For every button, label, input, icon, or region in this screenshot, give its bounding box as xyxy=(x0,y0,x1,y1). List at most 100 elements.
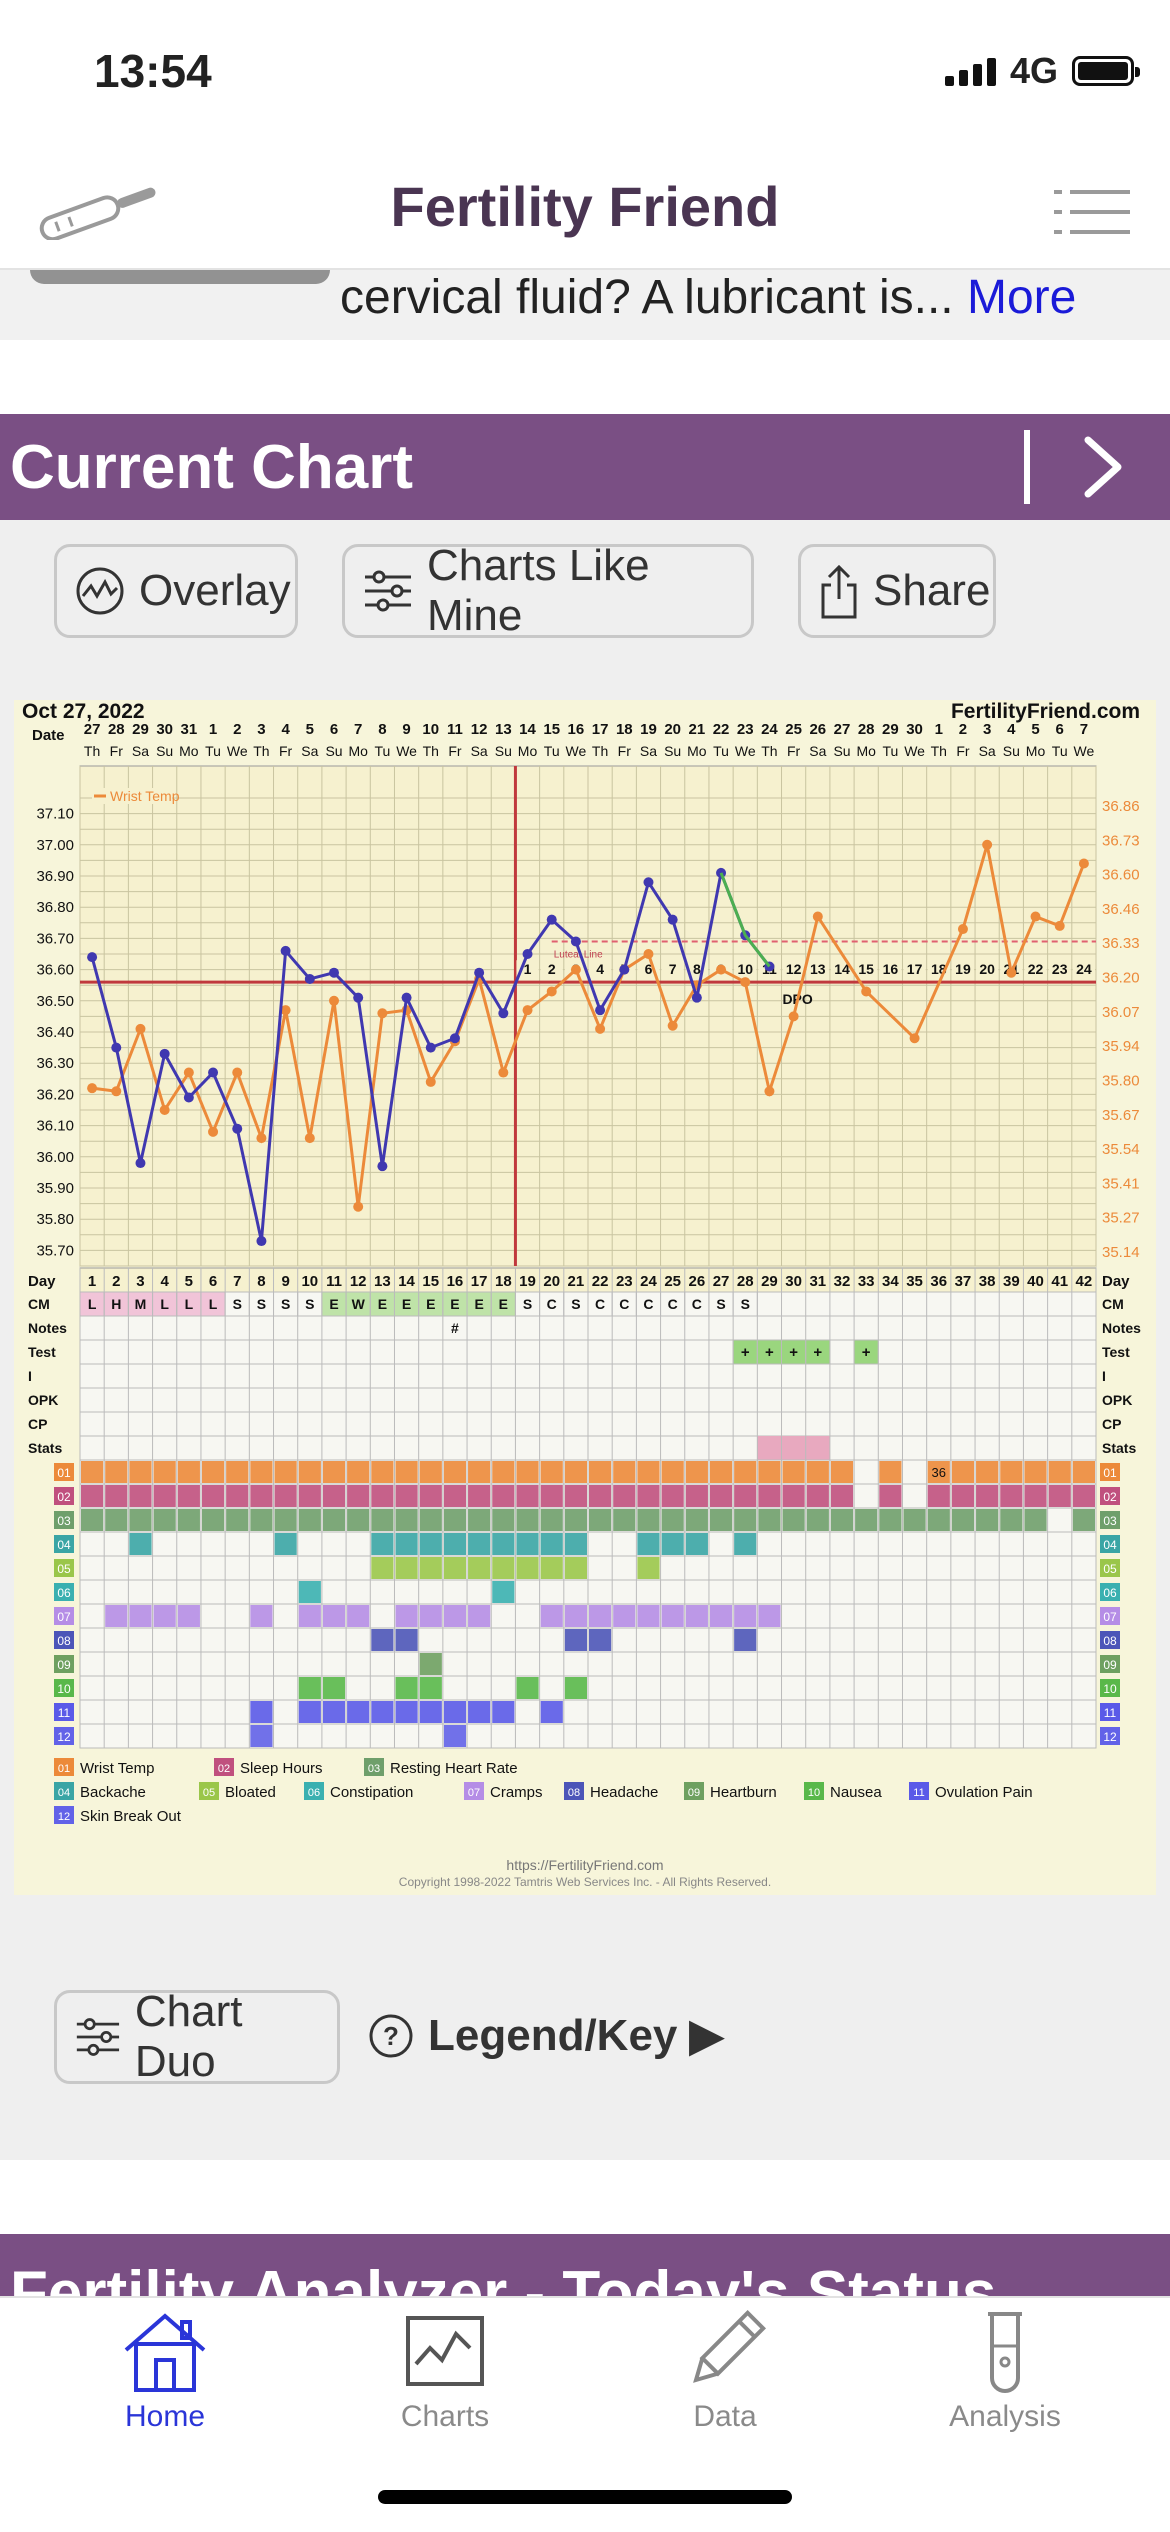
symptom-cell xyxy=(613,1509,636,1531)
tab-data[interactable]: Data xyxy=(625,2308,825,2434)
date-tick: 8 xyxy=(378,721,386,738)
day-tick: 35 xyxy=(906,1273,923,1290)
weekday-tick: Th xyxy=(761,743,777,759)
more-link[interactable]: More xyxy=(966,271,1077,324)
symptom-cell xyxy=(322,1677,346,1699)
symptom-code-right-bg xyxy=(1100,1727,1120,1745)
symptom-cell xyxy=(201,1509,225,1531)
symptom-code-left: 08 xyxy=(57,1634,71,1648)
test-positive: + xyxy=(862,1344,871,1361)
share-button[interactable]: Share xyxy=(798,544,996,638)
cm-value: C xyxy=(668,1296,678,1312)
weekday-tick: We xyxy=(1074,743,1095,759)
day-tick: 34 xyxy=(882,1273,899,1290)
wrist-temp-point xyxy=(232,1067,243,1078)
symptom-cell xyxy=(250,1701,273,1723)
symptom-cell xyxy=(951,1485,975,1507)
cm-value: E xyxy=(378,1296,387,1312)
row-label-left: CP xyxy=(28,1416,47,1432)
symptom-cell xyxy=(685,1461,708,1483)
cm-value: L xyxy=(88,1296,97,1312)
weekday-tick: Su xyxy=(156,743,173,759)
day-tick: 5 xyxy=(185,1273,193,1290)
symptom-cell xyxy=(1024,1485,1047,1507)
current-chart-header[interactable]: Current Chart xyxy=(0,414,1170,520)
row-label-left: Test xyxy=(28,1344,56,1360)
cm-value: S xyxy=(305,1296,314,1312)
date-tick: 2 xyxy=(959,721,967,738)
symptom-cell xyxy=(1048,1485,1071,1507)
y-right-tick: 35.80 xyxy=(1102,1072,1140,1089)
y-right-tick: 35.14 xyxy=(1102,1244,1140,1261)
dpo-bg xyxy=(1024,960,1047,979)
bbt-point xyxy=(280,945,291,956)
symptom-cell xyxy=(395,1701,418,1723)
sliders-icon xyxy=(76,2018,120,2056)
dpo-bg xyxy=(1072,960,1095,979)
cm-cell xyxy=(708,1291,734,1317)
day-tick: 6 xyxy=(209,1273,217,1290)
symptom-code-left: 06 xyxy=(57,1586,71,1600)
symptom-code-right-bg xyxy=(1100,1631,1120,1649)
symptom-cell xyxy=(153,1605,176,1627)
chart-svg: Date 27Th28Fr29Sa30Su31Mo1Tu2We3Th4Fr5Sa6… xyxy=(28,721,1141,1889)
y-right-tick: 36.20 xyxy=(1102,970,1140,987)
symptom-cell xyxy=(564,1605,587,1627)
legend-key-link[interactable]: ? Legend/Key ▶ xyxy=(368,2010,723,2061)
wrist-temp-point xyxy=(304,1133,315,1144)
tab-analysis[interactable]: Analysis xyxy=(905,2308,1105,2434)
tab-label: Data xyxy=(693,2400,757,2433)
symptom-cell xyxy=(419,1461,442,1483)
symptom-cell xyxy=(322,1509,346,1531)
fertility-analyzer-header[interactable]: Fertility Analyzer - Today's Status xyxy=(0,2234,1170,2304)
day-tick: 23 xyxy=(616,1273,633,1290)
symptom-cell xyxy=(177,1485,200,1507)
day-tick: 7 xyxy=(233,1273,241,1290)
menu-icon[interactable] xyxy=(1054,184,1130,240)
tab-home[interactable]: Home xyxy=(65,2308,265,2434)
symptom-cell xyxy=(589,1485,612,1507)
weekday-tick: Mo xyxy=(179,743,199,759)
row-label-left: CM xyxy=(28,1296,50,1312)
battery-icon xyxy=(1072,56,1140,86)
symptom-code-right: 10 xyxy=(1103,1682,1117,1696)
symptom-cell xyxy=(564,1485,587,1507)
symptom-cell xyxy=(395,1485,418,1507)
wrist-temp-point xyxy=(546,986,557,997)
article-teaser[interactable]: cervical fluid? A lubricant is... More xyxy=(0,270,1170,340)
date-tick: 4 xyxy=(281,721,290,738)
cm-cell xyxy=(490,1291,516,1317)
day-tick: 2 xyxy=(112,1273,120,1290)
symptom-code-right: 03 xyxy=(1103,1514,1117,1528)
chart-duo-button[interactable]: Chart Duo xyxy=(54,1987,340,2086)
chevron-right-icon[interactable] xyxy=(1074,434,1134,500)
overlay-button[interactable]: Overlay xyxy=(54,544,298,638)
symptom-cell xyxy=(153,1509,176,1531)
symptom-cell xyxy=(371,1629,394,1651)
symptom-code-right: 08 xyxy=(1103,1634,1117,1648)
weekday-tick: Th xyxy=(423,743,439,759)
wrist-temp-point xyxy=(595,1023,606,1034)
weekday-tick: Tu xyxy=(713,743,729,759)
charts-like-mine-button[interactable]: Charts Like Mine xyxy=(342,541,754,640)
symptom-cell xyxy=(298,1605,321,1627)
day-tick: 10 xyxy=(301,1273,318,1290)
y-left-tick: 36.00 xyxy=(36,1149,74,1166)
symptom-code-left-bg xyxy=(54,1487,74,1505)
symptom-cell xyxy=(758,1461,781,1483)
legend-label: Bloated xyxy=(225,1784,276,1801)
symptom-cell xyxy=(322,1701,346,1723)
weekday-tick: Fr xyxy=(279,743,293,759)
symptom-cell xyxy=(685,1605,708,1627)
wrist-temp-point xyxy=(909,1033,920,1044)
weekday-tick: Fr xyxy=(110,743,124,759)
symptom-cell xyxy=(927,1485,950,1507)
wrist-temp-point xyxy=(667,1020,678,1031)
overlay-icon xyxy=(76,567,124,615)
fertility-chart[interactable]: Oct 27, 2022 FertilityFriend.com Date 27 T… xyxy=(14,700,1156,1895)
symptom-cell xyxy=(709,1461,733,1483)
symptom-cell xyxy=(637,1533,660,1555)
symptom-cell xyxy=(468,1557,491,1579)
tab-charts[interactable]: Charts xyxy=(345,2308,545,2434)
legend-swatch xyxy=(54,1758,74,1776)
